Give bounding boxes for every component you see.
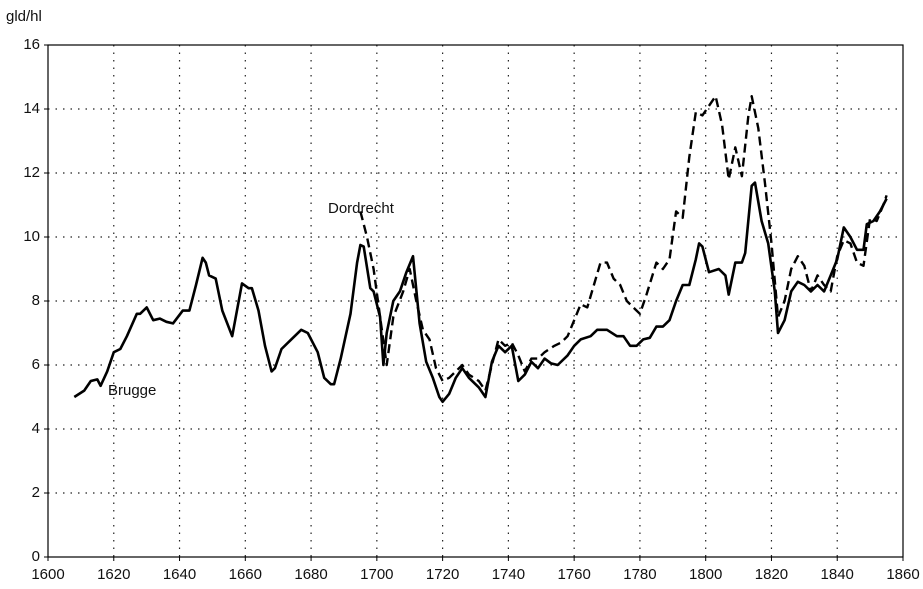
x-tick-label: 1660	[229, 566, 262, 583]
y-axis-label: gld/hl	[6, 8, 42, 25]
plot-frame	[47, 44, 904, 558]
x-tick-label: 1600	[31, 566, 64, 583]
x-tick-label: 1680	[294, 566, 327, 583]
x-tick-label: 1700	[360, 566, 393, 583]
y-tick-label: 2	[32, 484, 40, 501]
y-tick-label: 10	[23, 228, 40, 245]
x-tick-label: 1800	[689, 566, 722, 583]
y-tick-label: 4	[32, 420, 40, 437]
annotation: Dordrecht	[328, 200, 395, 217]
y-tick-label: 14	[23, 100, 40, 117]
y-tick-label: 16	[23, 36, 40, 53]
x-tick-label: 1860	[886, 566, 919, 583]
x-tick-label: 1740	[492, 566, 525, 583]
series-line	[73, 181, 888, 404]
annotation: Brugge	[108, 382, 156, 399]
x-tick-label: 1640	[163, 566, 196, 583]
series-line	[359, 95, 888, 392]
x-tick-label: 1720	[426, 566, 459, 583]
x-tick-label: 1620	[97, 566, 130, 583]
x-tick-label: 1840	[821, 566, 854, 583]
y-tick-label: 6	[32, 356, 40, 373]
x-tick-label: 1760	[557, 566, 590, 583]
y-tick-label: 8	[32, 292, 40, 309]
y-tick-label: 0	[32, 548, 40, 565]
x-tick-label: 1820	[755, 566, 788, 583]
y-tick-label: 12	[23, 164, 40, 181]
x-tick-label: 1780	[623, 566, 656, 583]
